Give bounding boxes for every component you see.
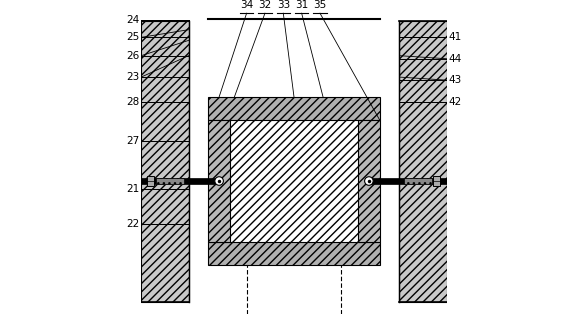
Bar <box>208 97 380 120</box>
Text: 42: 42 <box>449 96 462 106</box>
Text: 31: 31 <box>295 0 308 10</box>
Text: 27: 27 <box>126 136 139 146</box>
Bar <box>399 20 447 302</box>
Text: 35: 35 <box>313 0 326 10</box>
Bar <box>141 20 189 302</box>
Bar <box>404 178 432 184</box>
Bar <box>141 178 219 184</box>
Bar <box>358 120 380 242</box>
Circle shape <box>365 177 373 185</box>
Bar <box>208 242 380 265</box>
Text: 41: 41 <box>449 32 462 42</box>
Bar <box>369 178 447 184</box>
Text: 28: 28 <box>126 96 139 106</box>
Bar <box>208 120 230 242</box>
Text: 24: 24 <box>126 15 139 24</box>
Text: 32: 32 <box>258 0 272 10</box>
Text: 22: 22 <box>126 219 139 229</box>
Text: 43: 43 <box>449 75 462 85</box>
Bar <box>156 178 184 184</box>
Text: 25: 25 <box>126 32 139 42</box>
Text: 23: 23 <box>126 72 139 82</box>
Bar <box>230 120 358 242</box>
Text: 44: 44 <box>449 54 462 64</box>
Text: 21: 21 <box>126 184 139 194</box>
Circle shape <box>215 177 223 185</box>
Bar <box>147 176 153 186</box>
Text: 34: 34 <box>240 0 253 10</box>
Bar <box>433 176 439 186</box>
Text: 33: 33 <box>277 0 290 10</box>
Text: 26: 26 <box>126 51 139 61</box>
